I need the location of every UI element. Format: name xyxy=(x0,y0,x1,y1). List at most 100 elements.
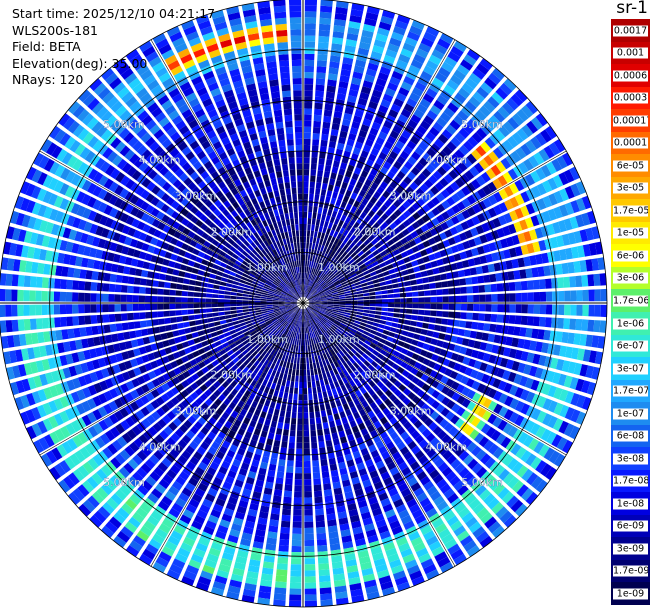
ray-gate xyxy=(373,283,381,288)
ray-gate xyxy=(553,250,561,262)
ray-gate xyxy=(456,406,466,417)
ray-gate xyxy=(272,414,279,422)
ray-gate xyxy=(487,96,500,109)
ray-gate xyxy=(314,284,320,290)
ray-gate xyxy=(397,340,405,347)
ray-gate xyxy=(545,278,552,289)
ray-gate xyxy=(594,304,601,317)
ray-gate xyxy=(333,238,340,245)
ray-gate xyxy=(320,306,327,308)
ray-gate xyxy=(84,281,92,291)
ray-gate xyxy=(283,373,288,381)
ray-gate xyxy=(395,140,405,150)
ray-gate xyxy=(273,489,283,497)
ray-gate xyxy=(493,390,503,402)
ray-gate xyxy=(412,211,421,221)
ray-gate xyxy=(351,3,365,12)
ray-gate xyxy=(327,304,334,306)
ray-gate xyxy=(326,293,333,297)
ray-gate xyxy=(349,241,356,249)
ray-gate xyxy=(444,334,452,342)
ray-gate xyxy=(317,231,322,239)
ray-gate xyxy=(379,238,387,246)
ray-gate xyxy=(392,317,399,323)
ray-gate xyxy=(342,244,349,251)
ray-gate xyxy=(369,246,377,253)
ray-gate xyxy=(491,91,504,104)
ray-gate xyxy=(311,274,316,281)
ray-gate xyxy=(242,309,249,313)
ray-gate xyxy=(360,86,372,95)
ray-gate xyxy=(377,327,384,333)
ray-gate xyxy=(377,353,385,360)
ray-gate xyxy=(521,105,534,118)
ray-gate xyxy=(403,103,415,113)
ray-gate xyxy=(5,320,13,333)
ray-gate xyxy=(224,299,231,303)
ray-gate xyxy=(327,73,338,81)
ray-gate xyxy=(345,307,352,311)
ray-gate xyxy=(287,374,292,381)
ray-gate xyxy=(218,294,225,299)
ray-gate xyxy=(539,291,547,302)
ray-gate xyxy=(352,244,359,252)
ray-gate xyxy=(553,190,564,204)
ray-gate xyxy=(567,232,577,245)
ray-gate xyxy=(364,192,372,201)
ray-gate xyxy=(461,410,471,420)
ray-gate xyxy=(344,290,351,294)
ray-gate xyxy=(352,264,359,270)
ray-gate xyxy=(189,320,196,327)
ray-gate xyxy=(350,251,357,258)
ray-gate xyxy=(188,315,195,321)
ray-gate xyxy=(340,162,348,170)
ray-gate xyxy=(331,388,338,396)
ray-gate xyxy=(208,278,215,284)
ray-gate xyxy=(497,450,509,463)
ray-gate xyxy=(594,241,603,255)
ray-gate xyxy=(324,233,329,241)
ray-gate xyxy=(322,477,331,485)
ray-gate xyxy=(479,294,486,302)
ray-gate xyxy=(320,232,326,240)
ray-gate xyxy=(557,277,564,289)
ray-gate xyxy=(318,398,324,405)
ray-gate xyxy=(489,115,501,127)
ray-gate xyxy=(591,258,600,271)
ray-gate xyxy=(362,256,369,263)
ray-gate xyxy=(344,144,353,153)
ray-gate xyxy=(497,175,508,187)
ray-gate xyxy=(329,317,336,321)
ray-gate xyxy=(570,304,577,316)
ray-gate xyxy=(585,334,593,347)
ray-gate xyxy=(317,429,324,436)
ray-gate xyxy=(378,323,386,329)
ray-gate xyxy=(453,362,462,372)
ray-gate xyxy=(503,249,511,259)
ray-gate xyxy=(419,183,429,193)
ray-gate xyxy=(363,309,370,314)
ray-gate xyxy=(420,70,433,82)
ray-gate xyxy=(327,298,334,301)
ray-gate xyxy=(454,311,461,319)
ray-gate xyxy=(342,283,349,288)
ray-gate xyxy=(311,375,315,382)
ray-gate xyxy=(175,290,182,296)
ray-gate xyxy=(406,97,418,108)
ray-gate xyxy=(445,411,455,421)
ray-gate xyxy=(418,335,427,342)
ray-gate xyxy=(405,286,412,292)
ray-gate xyxy=(445,247,453,256)
ray-gate xyxy=(535,425,546,439)
ray-gate xyxy=(551,277,558,289)
ray-gate xyxy=(311,267,315,274)
ray-gate xyxy=(317,164,324,171)
ray-gate xyxy=(304,291,306,297)
ray-gate xyxy=(423,283,430,290)
ray-gate xyxy=(319,404,326,411)
ray-gate xyxy=(514,246,523,257)
ray-gate xyxy=(319,265,325,272)
ray-gate xyxy=(78,315,86,326)
ray-gate xyxy=(309,301,316,303)
ray-gate xyxy=(41,290,48,302)
